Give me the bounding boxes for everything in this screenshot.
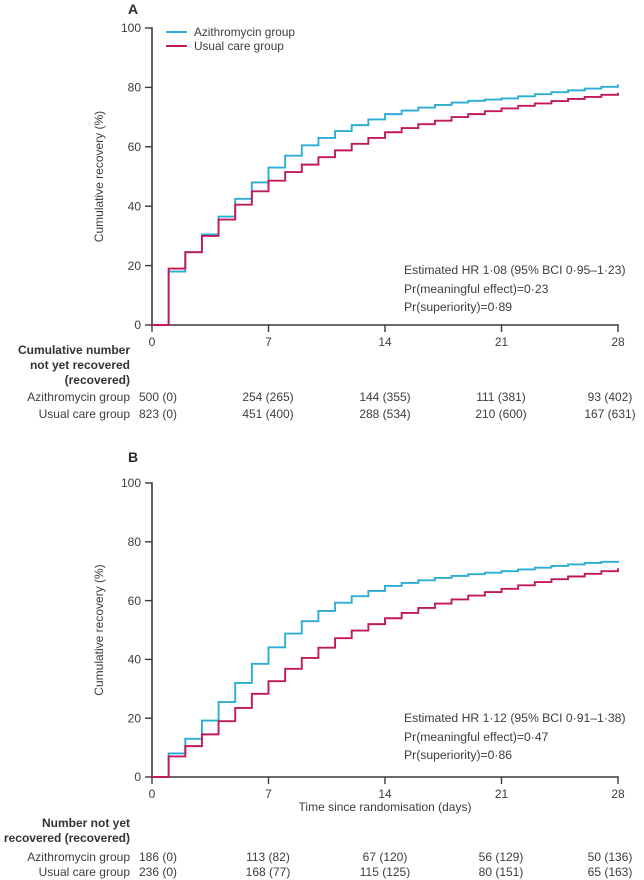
y-tick-label: 20 xyxy=(128,259,142,273)
x-tick-label: 7 xyxy=(265,335,272,349)
x-tick-label: 21 xyxy=(495,787,509,801)
risk-table-cell: 144 (355) xyxy=(359,390,411,404)
panel-b-label: B xyxy=(128,449,139,465)
risk-table-cell: 93 (402) xyxy=(587,390,633,404)
risk-table-header: Cumulative number not yet recovered (recov… xyxy=(17,343,130,388)
pr-superiority-line: Pr(superiority)=0·86 xyxy=(404,748,513,763)
pr-meaningful-line: Pr(meaningful effect)=0·23 xyxy=(404,281,549,296)
usual-care-line-swatch xyxy=(166,45,187,47)
y-tick-label: 60 xyxy=(128,594,142,608)
hr-estimate-line: Estimated HR 1·12 (95% BCI 0·91–1·38) xyxy=(404,711,626,725)
risk-table-cell: 111 (381) xyxy=(476,390,526,404)
x-axis-title: Time since randomisation (days) xyxy=(298,800,472,814)
risk-table-row-label: Usual care group xyxy=(38,865,130,879)
risk-table-cell: 823 (0) xyxy=(138,407,178,421)
hr-estimate-line: Estimated HR 1·08 (95% BCI 0·95–1·23) xyxy=(404,263,626,277)
tick-marks xyxy=(145,27,619,332)
risk-table-row-label: Azithromycin group xyxy=(27,850,130,864)
pr-superiority-line: Pr(superiority)=0·89 xyxy=(404,300,513,315)
x-tick-label: 28 xyxy=(611,787,625,801)
risk-table-cell: 210 (600) xyxy=(475,407,527,421)
legend-item-azithromycin: Azithromycin group xyxy=(166,25,295,39)
risk-table-cell: 50 (136) xyxy=(587,850,633,864)
series-usual-care-group xyxy=(152,92,619,326)
series-azithromycin-group xyxy=(152,560,619,778)
x-tick-label: 14 xyxy=(378,335,392,349)
risk-table-cell: 186 (0) xyxy=(138,850,178,864)
panel-b-stats-annotation: Estimated HR 1·12 (95% BCI 0·91–1·38) Pr… xyxy=(404,709,626,765)
y-axis-title: Cumulative recovery (%) xyxy=(92,111,106,242)
risk-table-cell: 167 (631) xyxy=(584,407,636,421)
legend-label: Usual care group xyxy=(194,39,284,53)
y-tick-label: 100 xyxy=(121,21,141,35)
y-tick-label: 0 xyxy=(134,318,141,332)
risk-table-cell: 113 (82) xyxy=(246,850,290,864)
y-tick-label: 40 xyxy=(128,653,142,667)
risk-table-cell: 254 (265) xyxy=(242,390,294,404)
legend-label: Azithromycin group xyxy=(194,25,295,39)
x-tick-label: 0 xyxy=(149,787,156,801)
tick-marks xyxy=(145,482,619,784)
x-tick-label: 21 xyxy=(495,335,509,349)
x-tick-label: 0 xyxy=(149,335,156,349)
risk-table-cell: 56 (129) xyxy=(478,850,524,864)
x-tick-label: 7 xyxy=(265,787,272,801)
series-usual-care-group xyxy=(152,568,619,778)
risk-table-row-label: Usual care group xyxy=(38,407,130,421)
y-tick-label: 20 xyxy=(128,711,142,725)
tick-labels: 0 20 40 60 80 100 0 7 14 21 28 xyxy=(121,21,625,349)
legend-item-usual-care: Usual care group xyxy=(166,39,295,53)
tick-labels: 0 20 40 60 80 100 0 7 14 21 28 xyxy=(121,476,625,801)
risk-table-cell: 288 (534) xyxy=(359,407,411,421)
panel-a-stats-annotation: Estimated HR 1·08 (95% BCI 0·95–1·23) Pr… xyxy=(404,261,626,317)
risk-table-cell: 451 (400) xyxy=(242,407,294,421)
risk-table-cell: 67 (120) xyxy=(362,850,408,864)
risk-table-cell: 236 (0) xyxy=(138,865,178,879)
risk-table-cell: 80 (151) xyxy=(478,865,524,879)
risk-table-cell: 168 (77) xyxy=(245,865,291,879)
x-tick-label: 14 xyxy=(378,787,392,801)
panel-a-chart: 0 20 40 60 80 100 0 7 14 21 28 Cumulative recovery … xyxy=(92,21,625,349)
risk-table-row-label: Azithromycin group xyxy=(27,390,130,404)
y-tick-label: 0 xyxy=(134,770,141,784)
risk-table-cell: 65 (163) xyxy=(587,865,633,879)
y-tick-label: 40 xyxy=(128,199,142,213)
risk-table-cell: 115 (125) xyxy=(359,865,411,879)
risk-table-header: Number not yet recovered (recovered) xyxy=(3,816,130,846)
x-tick-label: 28 xyxy=(611,335,625,349)
panel-b-chart: 0 20 40 60 80 100 0 7 14 21 28 Cumulative recovery … xyxy=(92,476,625,801)
panel-a-label: A xyxy=(128,1,139,17)
y-tick-label: 60 xyxy=(128,140,142,154)
y-tick-label: 80 xyxy=(128,81,142,95)
legend: Azithromycin group Usual care group xyxy=(166,25,295,53)
y-tick-label: 80 xyxy=(128,535,142,549)
y-tick-label: 100 xyxy=(121,476,141,490)
risk-table-cell: 500 (0) xyxy=(138,390,178,404)
y-axis-title: Cumulative recovery (%) xyxy=(92,564,106,695)
pr-meaningful-line: Pr(meaningful effect)=0·47 xyxy=(404,729,549,744)
azithromycin-line-swatch xyxy=(166,31,187,33)
